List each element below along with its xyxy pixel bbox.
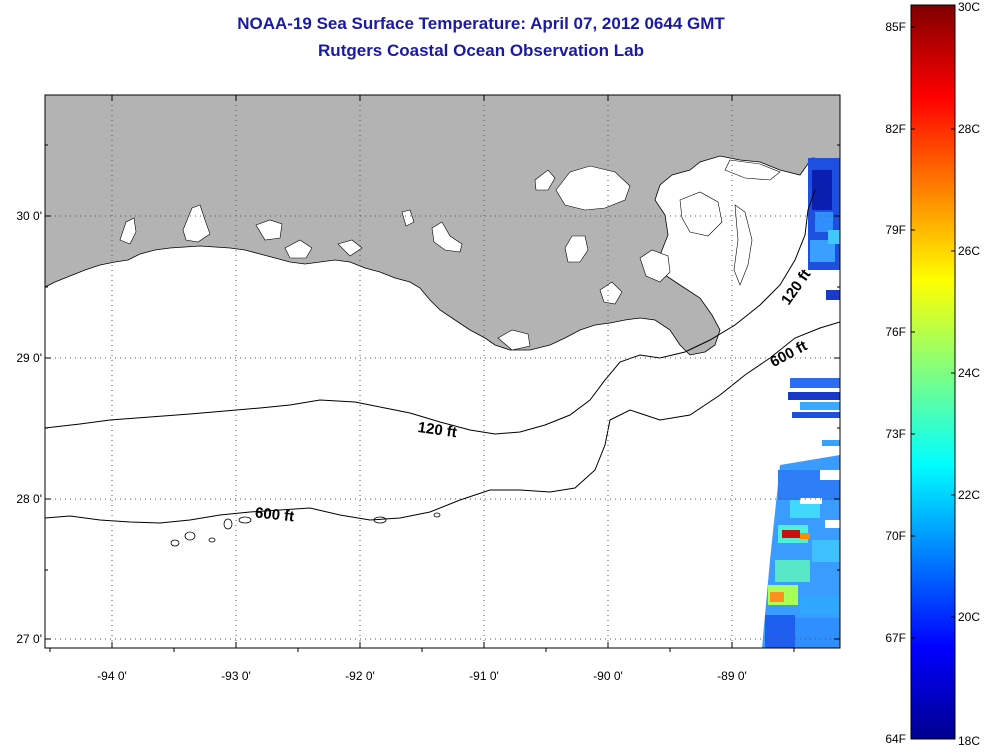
colorbar-label-85f: 85F (885, 20, 906, 34)
colorbar-label-28c: 28C (958, 122, 980, 136)
colorbar-label-64f: 64F (885, 732, 906, 746)
colorbar-label-67f: 67F (885, 631, 906, 645)
sst-swath-middle (788, 378, 840, 446)
colorbar-label-22c: 22C (958, 488, 980, 502)
colorbar-label-20c: 20C (958, 610, 980, 624)
colorbar-label-24c: 24C (958, 366, 980, 380)
lat-label-29: 29 0' (16, 351, 42, 365)
lon-label-92: -92 0' (345, 669, 375, 683)
lake (733, 204, 753, 286)
lake (534, 169, 556, 191)
colorbar-label-30c: 30C (958, 0, 980, 14)
lake (679, 191, 723, 237)
colorbar (910, 4, 956, 740)
lake (284, 239, 313, 259)
lake (724, 159, 781, 181)
lon-label-89: -89 0' (717, 669, 747, 683)
lon-label-93: -93 0' (221, 669, 251, 683)
lake (599, 281, 623, 305)
axis-ticks (45, 95, 840, 652)
colorbar-label-82f: 82F (885, 122, 906, 136)
lon-label-90: -90 0' (593, 669, 623, 683)
sst-swath-south (762, 455, 840, 648)
colorbar-label-18c: 18C (958, 734, 980, 748)
lake (401, 209, 415, 227)
colorbar-label-26c: 26C (958, 244, 980, 258)
colorbar-ticks (911, 26, 955, 639)
contour-600ft (45, 321, 840, 524)
map-frame (44, 94, 841, 649)
contour-label-600ft-west: 600 ft (254, 504, 295, 525)
contour-120ft (45, 189, 816, 435)
lake (639, 249, 671, 283)
colorbar-label-70f: 70F (885, 529, 906, 543)
seafloor-features (170, 512, 441, 547)
map-subtitle: Rutgers Coastal Ocean Observation Lab (318, 41, 644, 60)
lat-label-27: 27 0' (16, 632, 42, 646)
lake (337, 239, 363, 257)
sst-swath-north (808, 158, 840, 300)
lat-label-28: 28 0' (16, 492, 42, 506)
map-title: NOAA-19 Sea Surface Temperature: April 0… (237, 14, 725, 33)
lake (255, 219, 283, 241)
lake (497, 329, 531, 351)
lake (119, 217, 137, 245)
colorbar-label-76f: 76F (885, 325, 906, 339)
lake (564, 235, 589, 263)
colorbar-label-79f: 79F (885, 223, 906, 237)
colorbar-label-73f: 73F (885, 427, 906, 441)
contour-label-120ft-west: 120 ft (417, 419, 458, 441)
lat-label-30: 30 0' (16, 209, 42, 223)
lon-label-91: -91 0' (469, 669, 499, 683)
map-gridlines (45, 95, 840, 648)
lake (182, 204, 211, 243)
lake (431, 221, 463, 253)
lon-label-94: -94 0' (97, 669, 127, 683)
lake (555, 165, 631, 211)
